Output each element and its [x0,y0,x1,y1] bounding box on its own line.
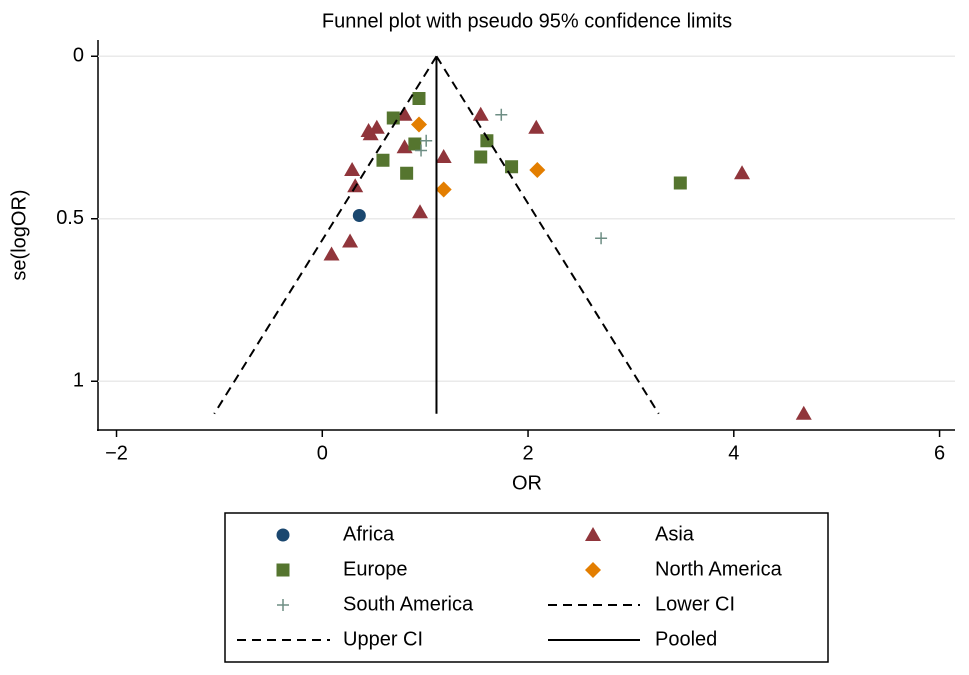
point [342,233,359,248]
y-axis-title: se(logOR) [8,189,30,280]
legend-box [224,512,829,663]
point [410,116,427,133]
x-axis-title: OR [512,472,542,494]
point [474,150,488,164]
point [595,232,608,245]
legend-marker [585,527,601,541]
point [344,162,361,176]
point [435,181,452,198]
point [435,149,452,163]
y-tick-label: 1 [73,370,84,392]
point [673,176,687,190]
legend-label: Upper CI [343,628,423,650]
x-tick-label: 4 [728,442,739,464]
legend-label: North America [655,558,783,580]
x-tick-label: 6 [934,442,945,464]
point [529,162,546,178]
point [412,204,429,219]
point [376,153,390,167]
legend-marker [277,599,289,611]
point [360,123,377,137]
point [472,106,489,121]
legend-marker [276,563,290,577]
point [795,405,812,420]
point [408,137,422,151]
x-tick-label: 0 [317,442,328,464]
point [323,246,340,261]
point [734,165,751,180]
ci-line [435,55,660,415]
y-tick-label: 0 [73,45,84,67]
legend-label: Lower CI [655,593,735,615]
point [415,144,428,157]
x-tick-label: −2 [105,442,128,464]
chart-title: Funnel plot with pseudo 95% confidence l… [322,10,732,32]
x-tick-label: 2 [522,442,533,464]
point [412,92,426,105]
legend-label: Africa [343,523,395,545]
point [396,106,413,121]
point [528,119,545,134]
legend-label: Pooled [655,628,717,650]
legend-label: South America [343,593,474,615]
point [368,119,385,134]
legend-label: Asia [655,523,695,545]
legend-marker [276,528,290,542]
point [495,108,508,121]
point [480,134,494,148]
point [386,111,400,125]
legend-label: Europe [343,558,408,580]
point [420,134,433,147]
y-tick-label: 0.5 [56,207,84,229]
ci-line [213,55,438,415]
point [352,209,366,222]
point [400,166,414,180]
point [505,160,519,174]
legend-marker [585,562,601,578]
